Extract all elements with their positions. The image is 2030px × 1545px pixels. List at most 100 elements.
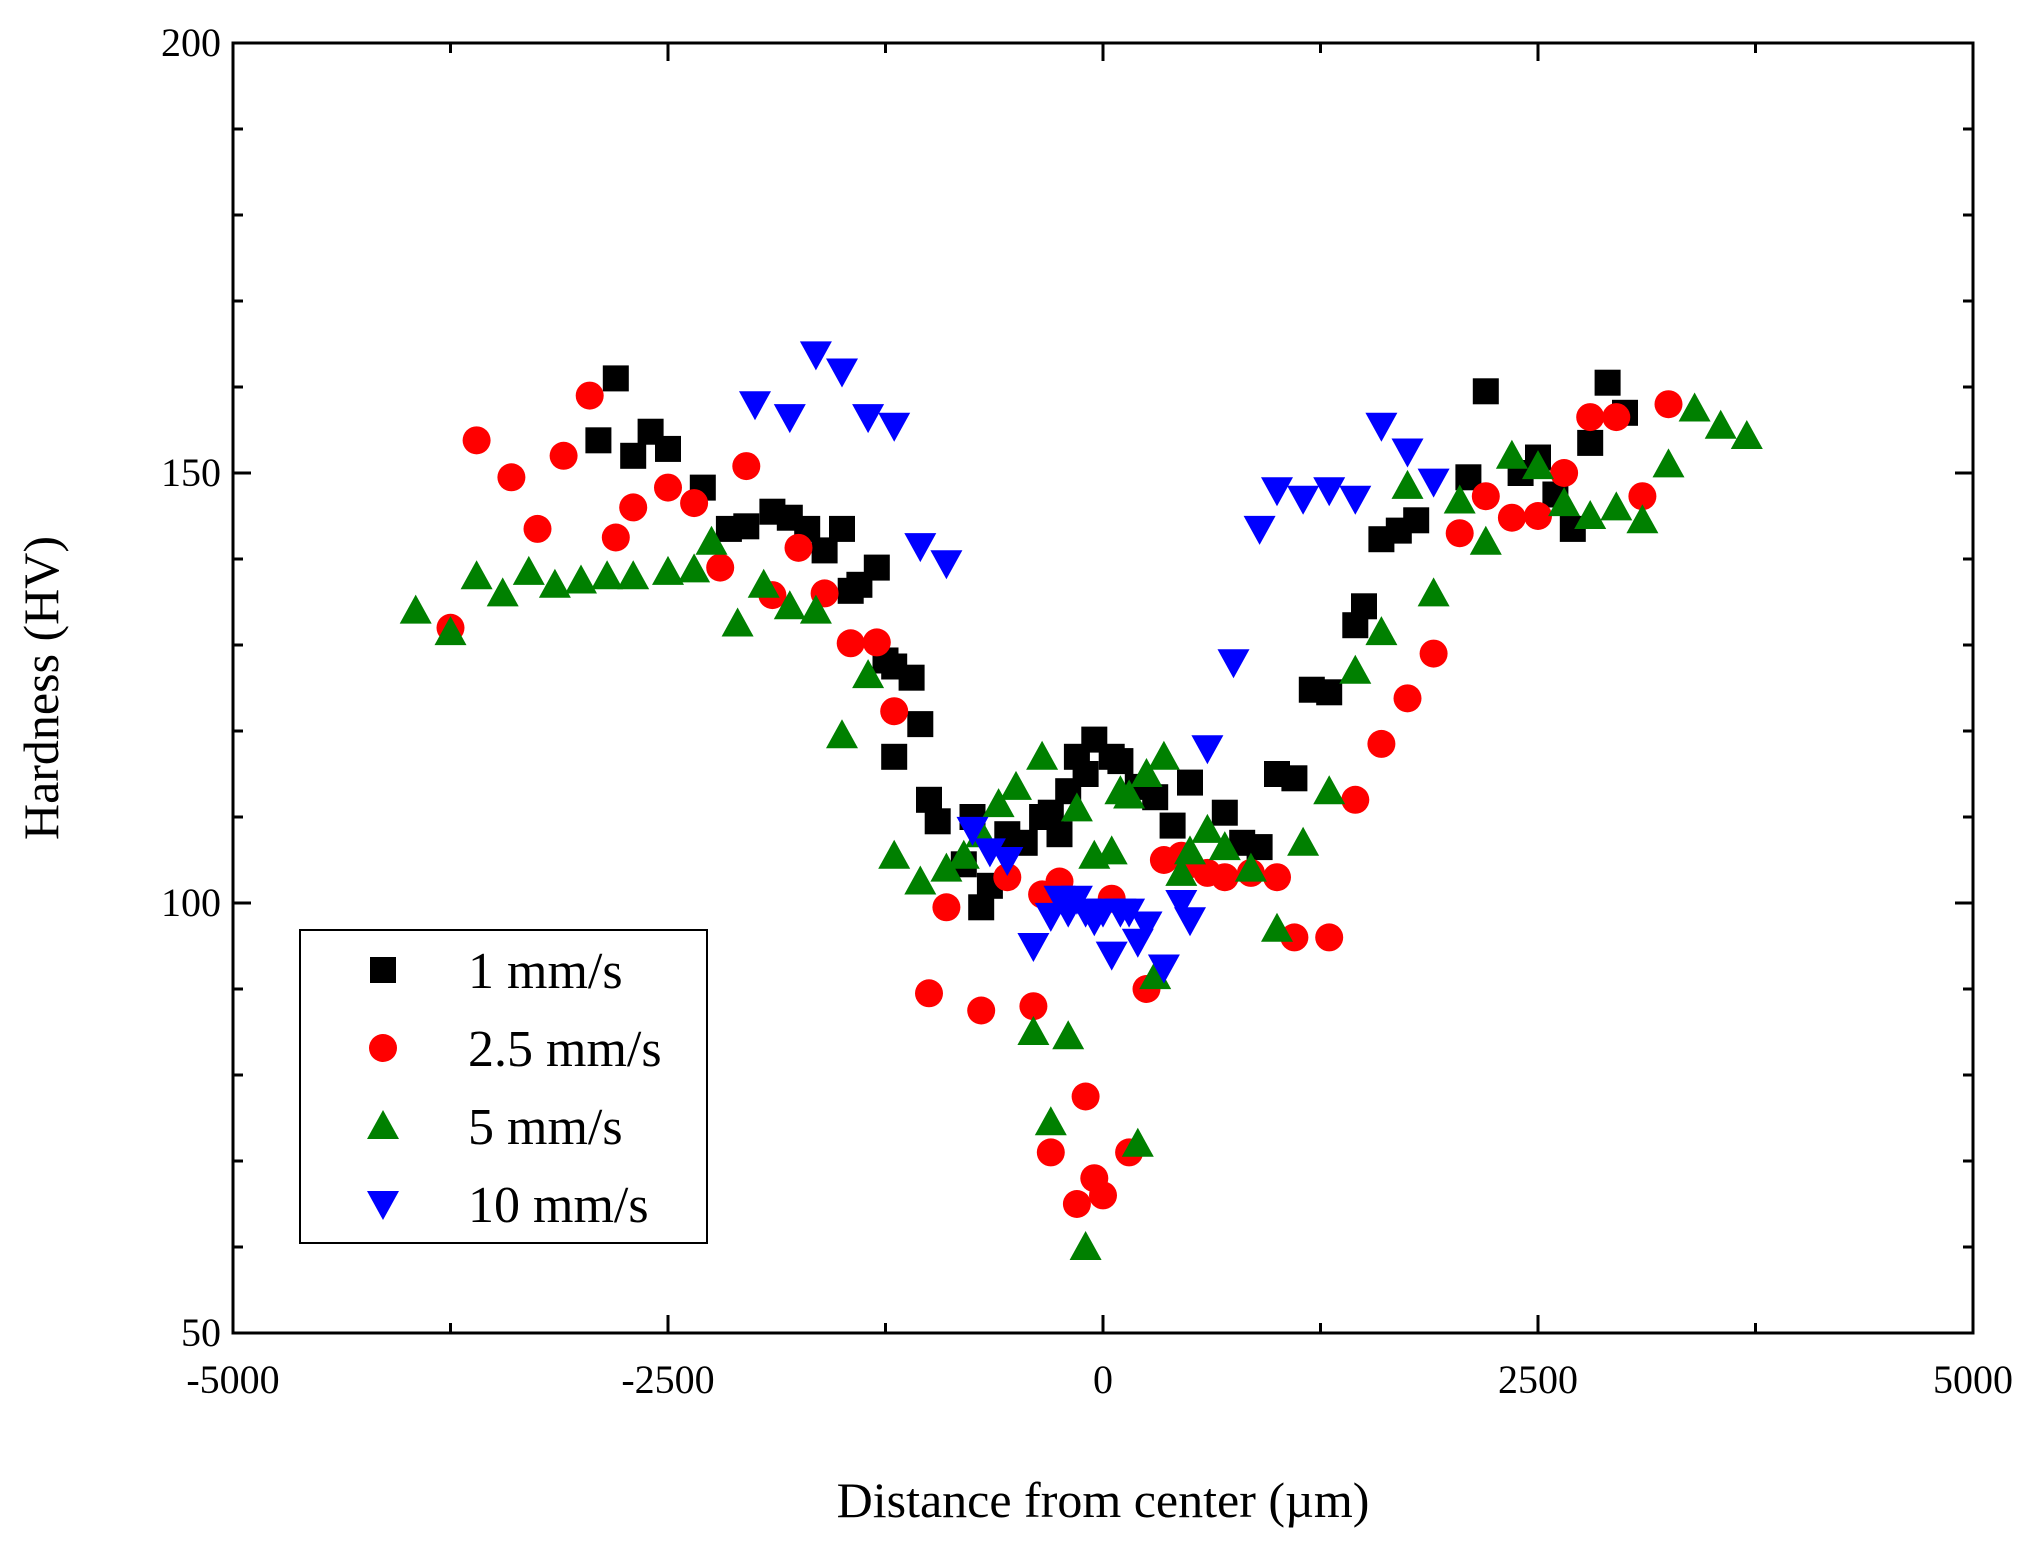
data-point: [1130, 758, 1163, 787]
data-point: [863, 554, 890, 581]
data-point: [652, 555, 684, 585]
data-point: [1121, 1127, 1154, 1157]
data-point: [1365, 412, 1398, 442]
legend-label-10mm: 10 mm/s: [468, 1177, 649, 1234]
data-point: [591, 560, 624, 590]
data-point: [619, 493, 648, 522]
data-point: [1072, 761, 1099, 787]
legend-marker: [367, 1191, 399, 1220]
data-point: [1210, 863, 1239, 892]
data-point: [1062, 1190, 1091, 1218]
data-point: [733, 513, 760, 540]
data-point: [930, 852, 963, 882]
legend-box: [299, 929, 708, 1244]
data-point: [1130, 911, 1163, 941]
data-point: [1626, 504, 1659, 534]
data-point: [1522, 450, 1554, 480]
data-point: [907, 711, 934, 738]
data-point: [1472, 378, 1499, 405]
data-points: [399, 341, 1763, 1260]
data-point: [1315, 923, 1344, 952]
series-2: [436, 381, 1683, 1218]
data-point: [1095, 941, 1128, 971]
legend-label-5mm: 5 mm/s: [468, 1099, 623, 1156]
data-point: [880, 697, 909, 726]
legend-label-2-5mm: 2.5 mm/s: [468, 1021, 662, 1078]
data-point: [1046, 821, 1073, 848]
data-point: [991, 847, 1024, 876]
data-point: [1391, 469, 1424, 499]
data-point: [565, 564, 597, 594]
data-point: [1365, 616, 1398, 646]
data-point: [973, 838, 1006, 868]
data-point: [1147, 954, 1180, 984]
data-point: [1403, 507, 1430, 534]
data-point: [967, 996, 996, 1025]
data-point: [1704, 409, 1737, 439]
axis-tick-labels: -5000 -2500 0 2500 5000 50 100 150 200: [161, 20, 2013, 1402]
data-point: [915, 979, 943, 1008]
data-point: [1036, 1138, 1065, 1167]
data-point: [1600, 491, 1633, 521]
data-point: [1280, 923, 1309, 952]
data-point: [1174, 907, 1206, 937]
data-point: [1351, 593, 1377, 620]
data-point: [1393, 684, 1422, 713]
data-point: [878, 839, 911, 869]
data-point: [434, 616, 467, 646]
data-point: [1287, 485, 1320, 515]
data-point: [585, 427, 612, 454]
data-point: [1089, 1181, 1117, 1210]
data-point: [1211, 799, 1238, 826]
y-axis-title: Hardness (HV): [13, 536, 69, 840]
legend-marker: [370, 957, 396, 983]
data-point: [826, 719, 858, 749]
data-point: [1341, 785, 1370, 814]
data-point: [1678, 392, 1711, 422]
data-point: [829, 515, 855, 542]
data-point: [512, 555, 545, 585]
x-tick-label: -5000: [186, 1357, 279, 1402]
data-point: [878, 412, 911, 442]
data-point: [654, 473, 682, 502]
data-point: [1469, 525, 1502, 555]
data-point: [1497, 503, 1526, 532]
data-point: [852, 659, 885, 689]
data-point: [1602, 403, 1631, 432]
x-tick-label: 5000: [1933, 1357, 2013, 1402]
data-point: [826, 358, 858, 388]
data-point: [732, 452, 761, 481]
data-point: [399, 594, 432, 624]
data-point: [1495, 439, 1528, 469]
data-point: [1159, 812, 1186, 839]
data-point: [924, 808, 951, 835]
legend-marker: [367, 1110, 399, 1139]
data-point: [1417, 577, 1450, 607]
data-point: [1367, 729, 1396, 758]
data-point: [602, 365, 629, 392]
data-point: [1445, 519, 1474, 548]
data-point: [773, 404, 806, 434]
data-point: [1052, 1020, 1085, 1050]
data-point: [747, 568, 780, 598]
data-point: [497, 463, 526, 492]
data-point: [486, 577, 519, 607]
data-point: [721, 607, 754, 637]
data-point: [773, 590, 806, 620]
y-tick-label: 50: [181, 1310, 221, 1355]
data-point: [784, 533, 813, 562]
data-point: [947, 839, 980, 869]
data-point: [1313, 775, 1346, 805]
data-point: [1594, 369, 1621, 396]
data-point: [956, 816, 989, 846]
data-point: [982, 788, 1015, 818]
x-tick-label: 2500: [1498, 1357, 1578, 1402]
data-point: [904, 533, 937, 563]
data-point: [1026, 740, 1059, 770]
y-tick-label: 150: [161, 450, 221, 495]
data-point: [1443, 484, 1476, 514]
data-point: [1217, 649, 1250, 679]
data-point: [1654, 390, 1683, 419]
data-point: [1263, 863, 1291, 892]
data-point: [678, 553, 711, 583]
